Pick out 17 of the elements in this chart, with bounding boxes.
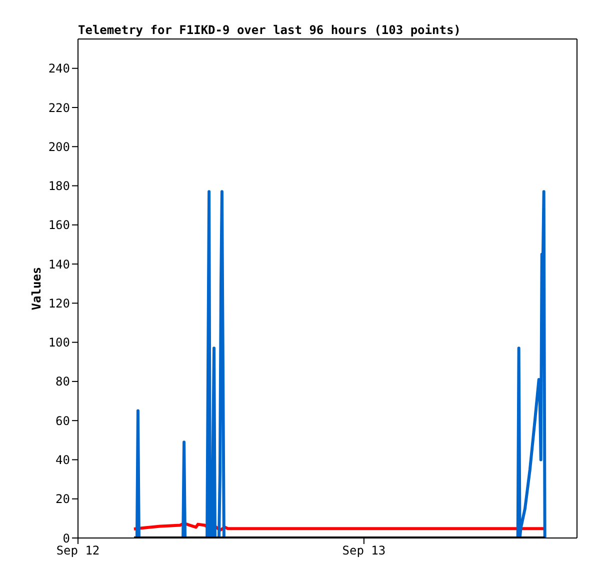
y-tick-label: 120 bbox=[48, 296, 70, 310]
chart-title: Telemetry for F1IKD-9 over last 96 hours (103 points) bbox=[78, 23, 461, 37]
y-tick-label: 80 bbox=[56, 374, 70, 389]
y-tick-label: 0 bbox=[62, 531, 70, 546]
y-tick-label: 40 bbox=[56, 452, 70, 467]
y-axis-title: Values bbox=[29, 266, 44, 310]
y-tick-label: 140 bbox=[48, 257, 70, 272]
y-tick-label: 100 bbox=[48, 336, 70, 350]
y-tick-label: 60 bbox=[56, 414, 70, 428]
x-tick-label: Sep 13 bbox=[342, 544, 386, 558]
y-tick-label: 200 bbox=[48, 140, 70, 154]
y-tick-label: 180 bbox=[48, 179, 70, 194]
y-tick-label: 160 bbox=[48, 218, 70, 232]
y-tick-label: 220 bbox=[48, 100, 70, 115]
y-tick-label: 20 bbox=[56, 492, 70, 506]
x-tick-label: Sep 12 bbox=[56, 544, 100, 558]
y-tick-label: 240 bbox=[48, 62, 70, 76]
